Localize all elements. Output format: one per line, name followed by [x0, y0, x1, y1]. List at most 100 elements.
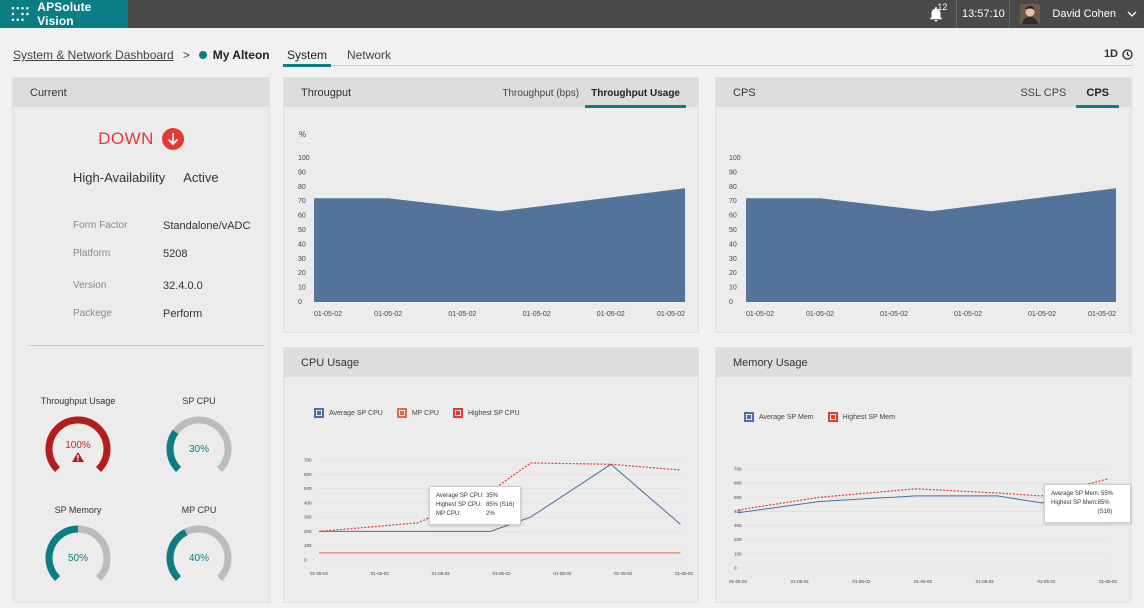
x-tick-label: 01-05-02 — [371, 571, 390, 576]
property-label: Version — [73, 280, 107, 291]
breadcrumb-separator: > — [182, 48, 190, 62]
high-availability: High-Availability Active — [73, 170, 219, 185]
property-value: 5208 — [163, 248, 188, 260]
y-tick-label: 200 — [304, 529, 312, 534]
y-tick-label: 30 — [729, 256, 737, 263]
tooltip-value: 85% (S16) — [1097, 500, 1113, 515]
breadcrumb-parent-link[interactable]: System & Network Dashboard — [13, 48, 174, 62]
legend-item[interactable]: Average SP Mem — [744, 412, 814, 422]
legend-item[interactable]: MP CPU — [396, 408, 439, 418]
chart-tooltip: Average SP CPU: 35% Highest SP CPU: 85% (S… — [429, 486, 522, 525]
y-tick-label: 500 — [734, 495, 742, 500]
brand[interactable]: APSolute Vision — [0, 0, 128, 28]
device-status: DOWN — [13, 128, 269, 150]
y-tick-label: 90 — [729, 169, 737, 176]
tooltip-key: MP CPU: — [436, 511, 461, 517]
gauge-value: 40% — [189, 553, 209, 564]
clock-icon — [1122, 48, 1133, 60]
y-tick-label: 700 — [304, 458, 312, 463]
throughput-panel: Througput Throughput (bps) Throughput Us… — [283, 77, 699, 333]
tooltip-row: Average SP CPU: 35% — [436, 492, 514, 501]
legend-item[interactable]: Highest SP Mem — [827, 412, 895, 422]
tab-cps[interactable]: CPS — [1076, 78, 1119, 108]
y-tick-label: 20 — [729, 270, 737, 277]
notifications-button[interactable]: 12 — [916, 0, 956, 28]
alert-icon — [72, 452, 84, 462]
user-name[interactable]: David Cohen — [1052, 8, 1116, 20]
y-tick-label: 600 — [734, 481, 742, 486]
gauge-value: 100% — [65, 440, 91, 451]
gauge-fill — [166, 529, 188, 581]
y-tick-label: 80 — [298, 184, 306, 191]
x-tick-label: 01-05-02 — [657, 311, 685, 318]
x-tick-label: 01-05-02 — [852, 579, 871, 584]
x-tick-label: 01-05-02 — [553, 571, 572, 576]
panel-title: Memory Usage — [733, 356, 808, 369]
gauge-fill — [166, 429, 182, 472]
chevron-down-icon[interactable] — [1124, 11, 1140, 17]
y-tick-label: 20 — [298, 270, 306, 277]
legend-item[interactable]: Highest SP CPU — [452, 408, 520, 418]
panel-header: CPU Usage — [284, 348, 698, 377]
y-tick-label: 90 — [298, 169, 306, 176]
panel-tabs: Throughput (bps) Throughput Usage — [496, 78, 686, 108]
y-tick-label: 70 — [298, 198, 306, 205]
y-tick-label: 60 — [298, 213, 306, 220]
y-tick-label: 0 — [734, 566, 737, 571]
panel-header: Memory Usage — [716, 348, 1131, 377]
gauge-value: 50% — [68, 553, 88, 564]
y-tick-label: 10 — [298, 285, 306, 292]
gauge-title: Throughput Usage — [40, 396, 116, 406]
chart-legend: Average SP Mem Highest SP Mem — [744, 412, 895, 422]
x-tick-label: 01-05-02 — [314, 311, 342, 318]
tooltip-key: Average SP CPU: — [436, 493, 484, 499]
arrow-down-circle-icon — [161, 128, 184, 150]
tab-network[interactable]: Network — [347, 48, 392, 62]
x-tick-label: 01-05-02 — [914, 579, 933, 584]
y-tick-label: 500 — [304, 486, 312, 491]
x-tick-label: 01-05-02 — [614, 571, 633, 576]
gauge-title: SP Memory — [54, 505, 102, 515]
memory-usage-panel: Memory Usage Average SP Mem Highest SP M… — [715, 347, 1132, 603]
y-tick-label: 400 — [304, 500, 312, 505]
panel-title: Current — [30, 86, 67, 99]
divider — [1009, 0, 1011, 28]
property-value: 32.4.0.0 — [163, 280, 203, 292]
tab-throughput-usage[interactable]: Throughput Usage — [585, 78, 686, 108]
y-tick-label: 0 — [729, 299, 733, 306]
divider — [956, 0, 958, 28]
y-tick-label: 50 — [298, 227, 306, 234]
property-label: Packege — [73, 308, 112, 319]
tab-system[interactable]: System — [283, 46, 332, 67]
tab-throughput-bps[interactable]: Throughput (bps) — [502, 88, 580, 99]
tab-ssl-cps[interactable]: SSL CPS — [1020, 87, 1067, 99]
y-tick-label: 400 — [734, 509, 742, 514]
y-tick-label: 100 — [734, 551, 742, 556]
y-tick-label: 70 — [729, 198, 737, 205]
legend-item[interactable]: Average SP CPU — [314, 408, 383, 418]
area-series — [746, 188, 1116, 302]
legend-swatch — [396, 408, 407, 418]
y-tick-label: 60 — [729, 213, 737, 220]
legend-swatch — [452, 408, 463, 418]
clock: 13:57:10 — [961, 8, 1005, 20]
x-tick-label: 01-05-02 — [675, 571, 694, 576]
avatar[interactable] — [1020, 4, 1041, 24]
alert-dot — [77, 459, 79, 461]
tooltip-value: 35% — [486, 493, 499, 499]
property-label: Platform — [73, 248, 111, 259]
x-tick-label: 01-05-02 — [1088, 311, 1116, 318]
top-right-area: 12 13:57:10 David Cohen — [916, 0, 1144, 28]
tooltip-key: Highest SP Mem: — [1051, 500, 1098, 506]
ha-label: High-Availability — [73, 170, 166, 185]
y-tick-label: 600 — [304, 472, 312, 477]
throughput-chart: 0 10 20 30 40 50 60 70 80 90 100 01-05-02 01-05-02 01… — [298, 130, 685, 318]
y-unit-label: % — [299, 130, 306, 139]
panel-header: Througput Throughput (bps) Throughput Us… — [284, 78, 698, 108]
legend-label: Average SP CPU — [329, 409, 383, 417]
x-tick-label: 01-05-02 — [791, 579, 810, 584]
time-range-selector[interactable]: 1D — [1104, 48, 1133, 60]
property-label: Form Factor — [73, 220, 128, 231]
status-text: DOWN — [98, 129, 154, 148]
panel-title: Througput — [301, 86, 352, 99]
